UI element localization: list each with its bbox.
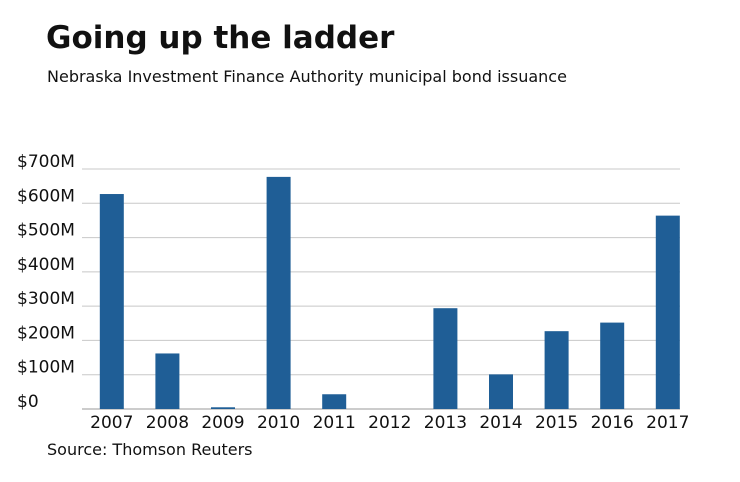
x-tick-label-2011: 2011 (313, 413, 356, 433)
source-note: Source: Thomson Reuters (47, 440, 253, 459)
bar-2011 (322, 394, 347, 409)
x-tick-label-2013: 2013 (424, 413, 467, 433)
x-tick-label-2012: 2012 (368, 413, 411, 433)
gridlines (82, 168, 680, 410)
x-tick-label-2007: 2007 (90, 413, 133, 433)
bar-2009 (211, 407, 235, 409)
y-tick-label: $200M (17, 323, 75, 343)
x-axis-tick-labels: 2007 2008 2009 2010 2011 2012 2013 2014 2015 2016… (90, 413, 689, 433)
x-tick-label-2014: 2014 (479, 413, 522, 433)
x-tick-label-2016: 2016 (591, 413, 634, 433)
bar-2014 (489, 374, 513, 409)
chart-title: Going up the ladder (46, 20, 395, 56)
y-tick-label: $600M (17, 186, 75, 206)
y-tick-label: $400M (17, 255, 75, 275)
bars (99, 176, 680, 409)
chart-subtitle: Nebraska Investment Finance Authority mu… (47, 67, 567, 86)
y-tick-label: $700M (17, 152, 75, 172)
bar-2016 (600, 322, 625, 409)
bar-2017 (655, 215, 680, 409)
x-tick-label-2009: 2009 (201, 413, 244, 433)
x-tick-label-2015: 2015 (535, 413, 578, 433)
x-tick-label-2008: 2008 (146, 413, 189, 433)
y-tick-label: $500M (17, 221, 75, 241)
y-tick-label: $300M (17, 289, 75, 309)
x-tick-label-2017: 2017 (646, 413, 689, 433)
bar-2007 (99, 194, 124, 409)
bar-2008 (155, 353, 180, 409)
bar-2010 (266, 176, 291, 409)
y-tick-label: $100M (17, 358, 75, 378)
y-tick-label: $0 (17, 392, 39, 412)
y-axis-tick-labels: $0 $100M $200M $300M $400M $500M $600M $700M (17, 152, 75, 412)
bar-2013 (433, 308, 458, 409)
x-tick-label-2010: 2010 (257, 413, 300, 433)
bar-2015 (544, 331, 569, 409)
